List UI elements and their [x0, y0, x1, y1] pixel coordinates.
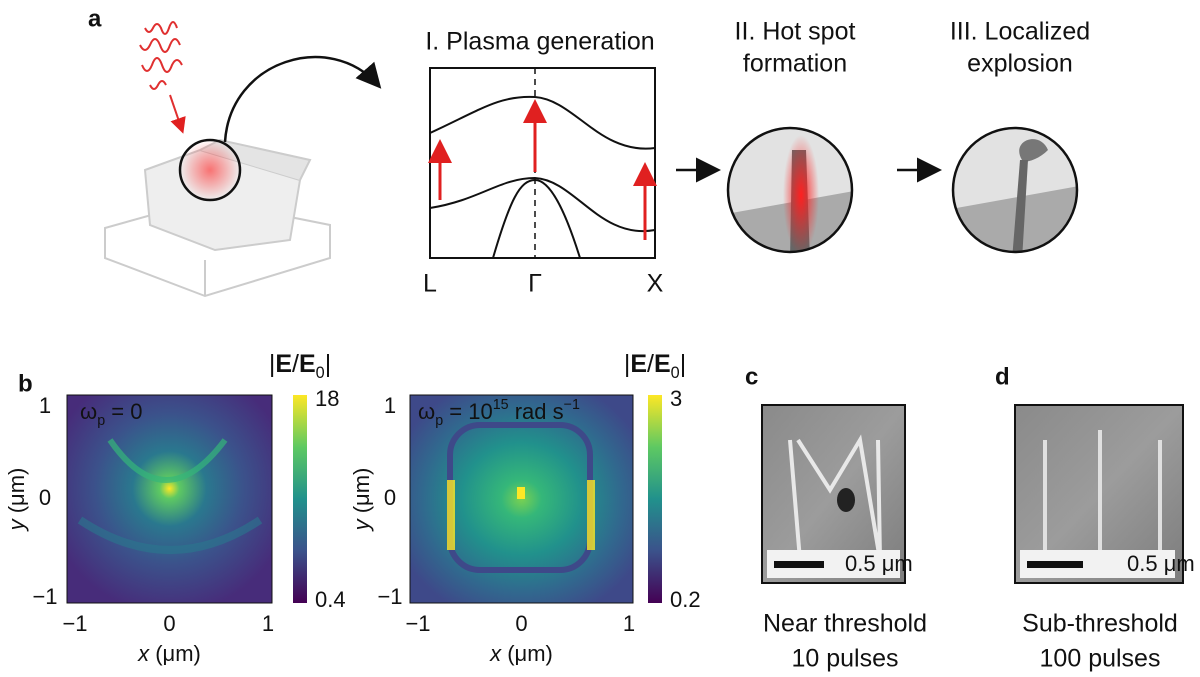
step-title: I. Plasma generation: [425, 28, 654, 56]
text-segment: |: [680, 350, 687, 378]
panel-letter: b: [18, 370, 33, 397]
text-segment: E: [299, 350, 316, 378]
map-label: ωp = 1015 rad s−1: [418, 397, 580, 429]
sem-image: [761, 404, 906, 584]
text-segment: = 10: [443, 399, 493, 424]
text-segment: /: [292, 350, 299, 378]
text-segment: 15: [493, 397, 509, 413]
text-segment: E: [630, 350, 647, 378]
band-diagram: [428, 67, 657, 259]
y-tick-label: 1: [384, 393, 396, 418]
x-axis-label: x (μm): [489, 641, 553, 666]
pulse-arrow: [169, 94, 186, 134]
x-axis-label: x (μm): [137, 641, 201, 666]
text-segment: p: [435, 413, 443, 429]
band-label: Γ: [528, 270, 542, 298]
field-map: [66, 394, 307, 604]
sem-image: [1014, 404, 1184, 584]
step-title: explosion: [967, 50, 1073, 78]
text-segment: ω: [418, 399, 435, 424]
map-label: ωp = 0: [80, 399, 142, 429]
text-segment: −1: [564, 397, 580, 413]
colorbar-min: 0.2: [670, 587, 701, 612]
x-tick-label: 1: [262, 611, 274, 636]
text-segment: E: [654, 350, 671, 378]
step-title: formation: [743, 50, 847, 78]
text-segment: = 0: [105, 399, 142, 424]
y-tick-label: −1: [32, 584, 57, 609]
caption: 10 pulses: [791, 645, 898, 673]
panel-letter: d: [995, 363, 1010, 390]
caption: Sub-threshold: [1022, 610, 1178, 638]
text-segment: y: [349, 517, 374, 532]
x-tick-label: 0: [163, 611, 175, 636]
text-segment: |: [325, 350, 332, 378]
scale-bar-label: 0.5 μm: [845, 551, 913, 576]
x-tick-label: −1: [62, 611, 87, 636]
step-title: III. Localized: [950, 18, 1090, 46]
y-tick-label: 0: [39, 485, 51, 510]
y-axis-label: y (μm): [349, 468, 374, 533]
zoom-circle: [178, 138, 242, 202]
laser-pulse: [139, 21, 183, 90]
colorbar-min: 0.4: [315, 587, 346, 612]
x-tick-label: 0: [515, 611, 527, 636]
panel-letter: c: [745, 363, 758, 390]
text-segment: |: [624, 350, 631, 378]
panel-letter: a: [88, 5, 102, 32]
field-map: [409, 394, 662, 604]
colorbar-title: |E/E0|: [269, 350, 331, 383]
caption: Near threshold: [763, 610, 927, 638]
text-segment: 0: [316, 364, 325, 382]
y-tick-label: 1: [39, 393, 51, 418]
hot-spot-circle: [728, 128, 852, 252]
band-label: X: [647, 270, 664, 298]
text-segment: ω: [80, 399, 97, 424]
zoom-arrow: [223, 55, 382, 143]
text-segment: rad s: [509, 399, 564, 424]
text-segment: (μm): [149, 641, 201, 666]
colorbar-title: |E/E0|: [624, 350, 686, 383]
text-segment: 0: [671, 364, 680, 382]
band-label: L: [423, 270, 437, 298]
text-segment: x: [489, 641, 502, 666]
text-segment: E: [275, 350, 292, 378]
colorbar-max: 3: [670, 386, 682, 411]
text-segment: |: [269, 350, 276, 378]
hot-spot-outline: [726, 126, 854, 254]
caption: 100 pulses: [1040, 645, 1161, 673]
text-segment: x: [137, 641, 150, 666]
step-title: II. Hot spot: [735, 18, 856, 46]
scale-bar-label: 0.5 μm: [1127, 551, 1195, 576]
explosion-outline: [951, 126, 1079, 254]
explosion-circle: [953, 128, 1077, 252]
colorbar-max: 18: [315, 386, 339, 411]
y-tick-label: 0: [384, 485, 396, 510]
text-segment: y: [4, 517, 29, 532]
y-axis-label: y (μm): [4, 468, 29, 533]
x-tick-label: 1: [623, 611, 635, 636]
text-segment: p: [97, 413, 105, 429]
text-segment: /: [647, 350, 654, 378]
y-tick-label: −1: [377, 584, 402, 609]
text-segment: (μm): [4, 468, 29, 520]
text-segment: (μm): [501, 641, 553, 666]
text-segment: (μm): [349, 468, 374, 520]
x-tick-label: −1: [405, 611, 430, 636]
